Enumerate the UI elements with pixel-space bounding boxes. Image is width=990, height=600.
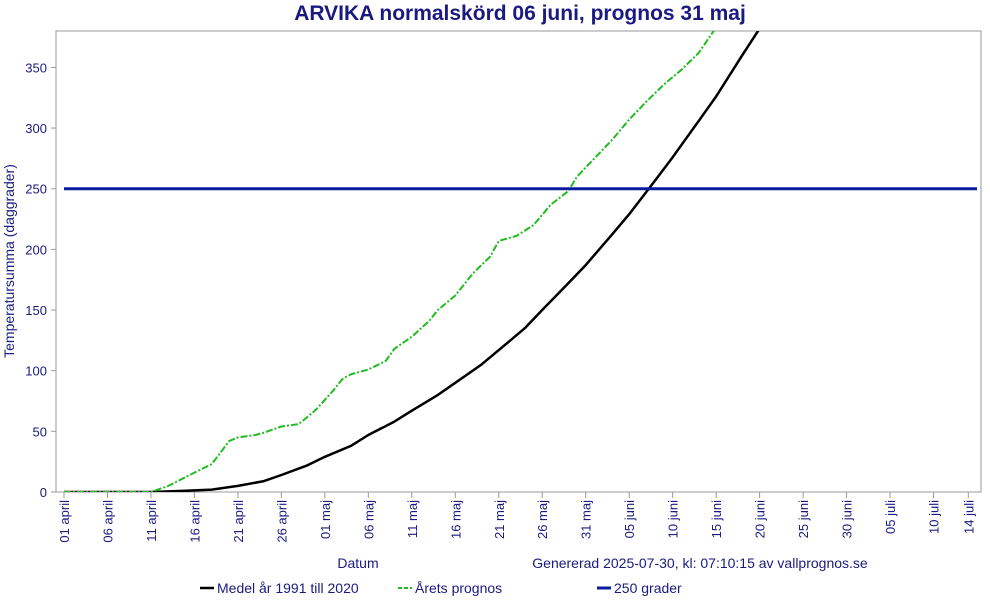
legend: Medel år 1991 till 2020 Årets prognos 250 … bbox=[200, 580, 682, 596]
y-tick-label: 250 bbox=[25, 182, 47, 197]
x-tick-label: 16 april bbox=[187, 500, 202, 543]
x-tick-label: 06 april bbox=[100, 500, 115, 543]
x-tick-label: 26 maj bbox=[535, 500, 550, 539]
x-tick-label: 20 juni bbox=[753, 500, 768, 538]
x-tick-label: 11 april bbox=[144, 500, 159, 542]
x-tick-label: 05 juni bbox=[622, 500, 637, 538]
y-tick-label: 100 bbox=[25, 364, 47, 379]
y-tick-label: 50 bbox=[33, 424, 47, 439]
x-tick-label: 30 juni bbox=[840, 500, 855, 538]
x-tick-label: 01 april bbox=[57, 500, 72, 543]
x-axis-label: Datum bbox=[337, 555, 378, 571]
y-tick-label: 0 bbox=[40, 485, 47, 500]
series-line-1 bbox=[64, 31, 715, 492]
y-tick-label: 200 bbox=[25, 242, 47, 257]
x-tick-label: 10 juni bbox=[666, 500, 681, 538]
y-tick-label: 300 bbox=[25, 121, 47, 136]
x-tick-label: 05 juli bbox=[883, 500, 898, 534]
x-tick-label: 10 juli bbox=[927, 500, 942, 534]
x-tick-label: 31 maj bbox=[579, 500, 594, 539]
series-layer bbox=[64, 31, 977, 492]
x-tick-label: 25 juni bbox=[796, 500, 811, 538]
y-tick-label: 150 bbox=[25, 303, 47, 318]
x-tick-label: 11 maj bbox=[405, 500, 420, 538]
legend-label-0: Medel år 1991 till 2020 bbox=[217, 580, 359, 596]
x-tick-label: 14 juli bbox=[961, 500, 976, 534]
x-tick-label: 21 maj bbox=[492, 500, 507, 539]
x-axis: 01 april 06 april 11 april 16 april 21 april… bbox=[57, 492, 976, 543]
x-tick-label: 01 maj bbox=[318, 500, 333, 539]
x-tick-label: 21 april bbox=[231, 500, 246, 543]
legend-label-1: Årets prognos bbox=[415, 580, 502, 596]
y-tick-label: 350 bbox=[25, 60, 47, 75]
plot-area bbox=[55, 30, 982, 493]
series-line-0 bbox=[64, 31, 760, 492]
x-tick-label: 06 maj bbox=[361, 500, 376, 539]
x-tick-label: 15 juni bbox=[709, 500, 724, 538]
chart-title: ARVIKA normalskörd 06 juni, prognos 31 m… bbox=[294, 2, 746, 25]
y-axis: 0 50 100 150 200 250 300 350 bbox=[25, 60, 56, 500]
generated-footer: Genererad 2025-07-30, kl: 07:10:15 av va… bbox=[532, 555, 868, 571]
x-tick-label: 26 april bbox=[274, 500, 289, 543]
legend-label-2: 250 grader bbox=[614, 580, 682, 596]
x-tick-label: 16 maj bbox=[448, 500, 463, 539]
y-axis-label: Temperatursumma (daggrader) bbox=[1, 164, 17, 358]
plot-frame bbox=[55, 30, 982, 493]
